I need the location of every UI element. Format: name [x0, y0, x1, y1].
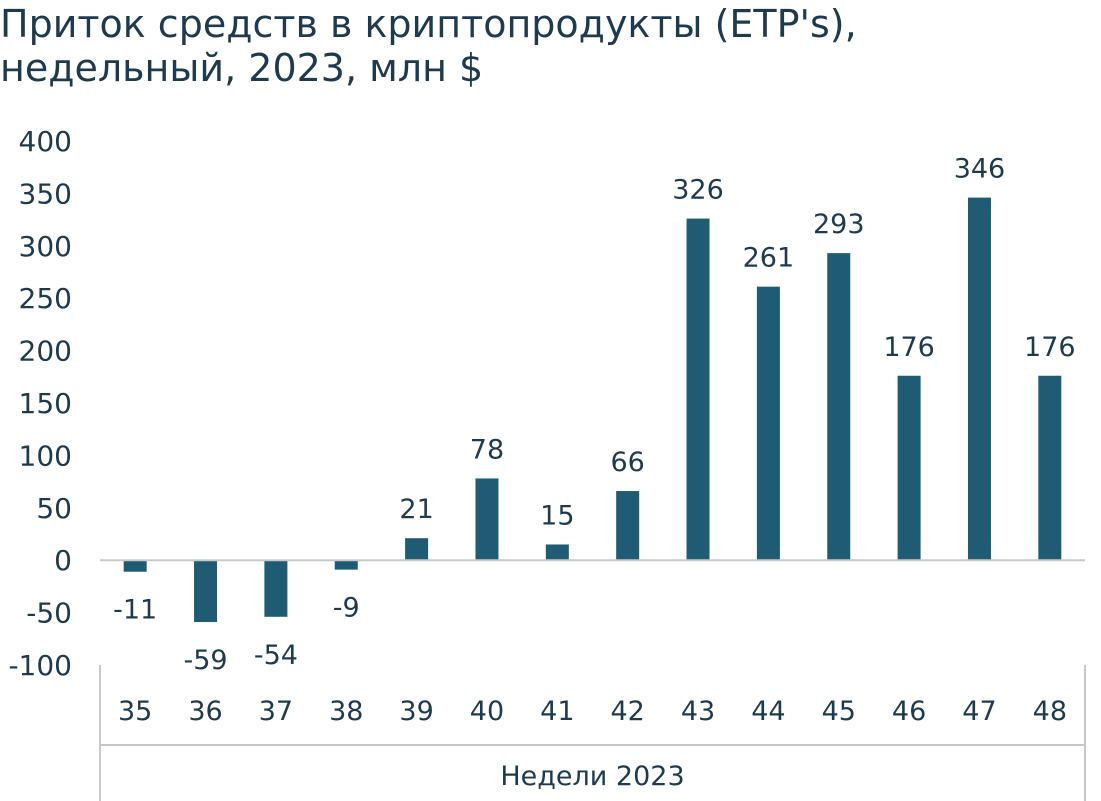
- bar-46: [897, 375, 921, 561]
- axes: [99, 559, 1086, 801]
- x-tick-label-47: 47: [962, 696, 996, 727]
- data-label-39: 21: [399, 494, 433, 525]
- y-tick-label: 100: [19, 439, 72, 472]
- chart-title-line-1: Приток средств в криптопродукты (ETP's),: [0, 2, 857, 46]
- bar-39: [405, 538, 429, 561]
- x-tick-label-42: 42: [610, 696, 644, 727]
- y-tick-label: 250: [19, 282, 72, 315]
- y-tick-label: 200: [19, 335, 72, 368]
- bar-36: [194, 560, 218, 623]
- x-axis: 35 36 37 38 39 40 41 42 43 44 45 46 47 48: [118, 696, 1067, 727]
- data-label-48: 176: [1024, 332, 1076, 363]
- x-axis-title: Недели 2023: [500, 761, 684, 792]
- x-tick-label-44: 44: [751, 696, 785, 727]
- data-label-44: 261: [743, 243, 795, 274]
- data-label-45: 293: [813, 209, 865, 240]
- data-label-40: 78: [470, 434, 504, 465]
- data-label-35: -11: [113, 595, 157, 626]
- x-tick-label-37: 37: [259, 696, 293, 727]
- x-tick-label-45: 45: [822, 696, 856, 727]
- x-tick-label-39: 39: [399, 696, 433, 727]
- x-tick-label-46: 46: [892, 696, 926, 727]
- bars: [123, 197, 1062, 623]
- y-tick-label: 350: [19, 177, 72, 210]
- y-tick-label: 150: [19, 387, 72, 420]
- y-tick-label: 50: [36, 492, 72, 525]
- x-tick-label-35: 35: [118, 696, 152, 727]
- y-tick-label: -50: [26, 597, 72, 630]
- bar-41: [545, 544, 569, 561]
- data-label-47: 346: [954, 154, 1006, 185]
- chart-title: Приток средств в криптопродукты (ETP's),…: [0, 2, 857, 90]
- x-tick-label-36: 36: [188, 696, 222, 727]
- data-label-36: -59: [183, 645, 227, 676]
- bar-38: [334, 560, 358, 570]
- y-tick-label: 0: [54, 544, 72, 577]
- data-labels: -11 -59 -54 -9 21 78 15 66 326 261 293 176 346 176: [113, 154, 1075, 676]
- data-label-43: 326: [672, 175, 724, 206]
- bar-45: [827, 253, 851, 561]
- bar-47: [967, 197, 991, 561]
- x-tick-label-48: 48: [1033, 696, 1067, 727]
- data-label-38: -9: [333, 593, 360, 624]
- data-label-46: 176: [883, 332, 935, 363]
- y-tick-label: 300: [19, 230, 72, 263]
- data-label-41: 15: [540, 500, 574, 531]
- y-axis: 400 350 300 250 200 150 100 50 0 -50 -100: [8, 125, 72, 682]
- bar-48: [1038, 375, 1062, 561]
- x-tick-label-41: 41: [540, 696, 574, 727]
- data-label-42: 66: [610, 447, 644, 478]
- data-label-37: -54: [254, 640, 298, 671]
- bar-42: [616, 491, 640, 561]
- y-tick-label: -100: [8, 649, 72, 682]
- chart-title-line-2: недельный, 2023, млн $: [0, 46, 484, 90]
- x-tick-label-38: 38: [329, 696, 363, 727]
- x-tick-label-43: 43: [681, 696, 715, 727]
- bar-40: [475, 478, 499, 561]
- y-tick-label: 400: [19, 125, 72, 158]
- bar-37: [264, 560, 288, 617]
- bar-43: [686, 218, 710, 561]
- bar-35: [123, 560, 147, 572]
- x-tick-label-40: 40: [470, 696, 504, 727]
- bar-44: [756, 286, 780, 561]
